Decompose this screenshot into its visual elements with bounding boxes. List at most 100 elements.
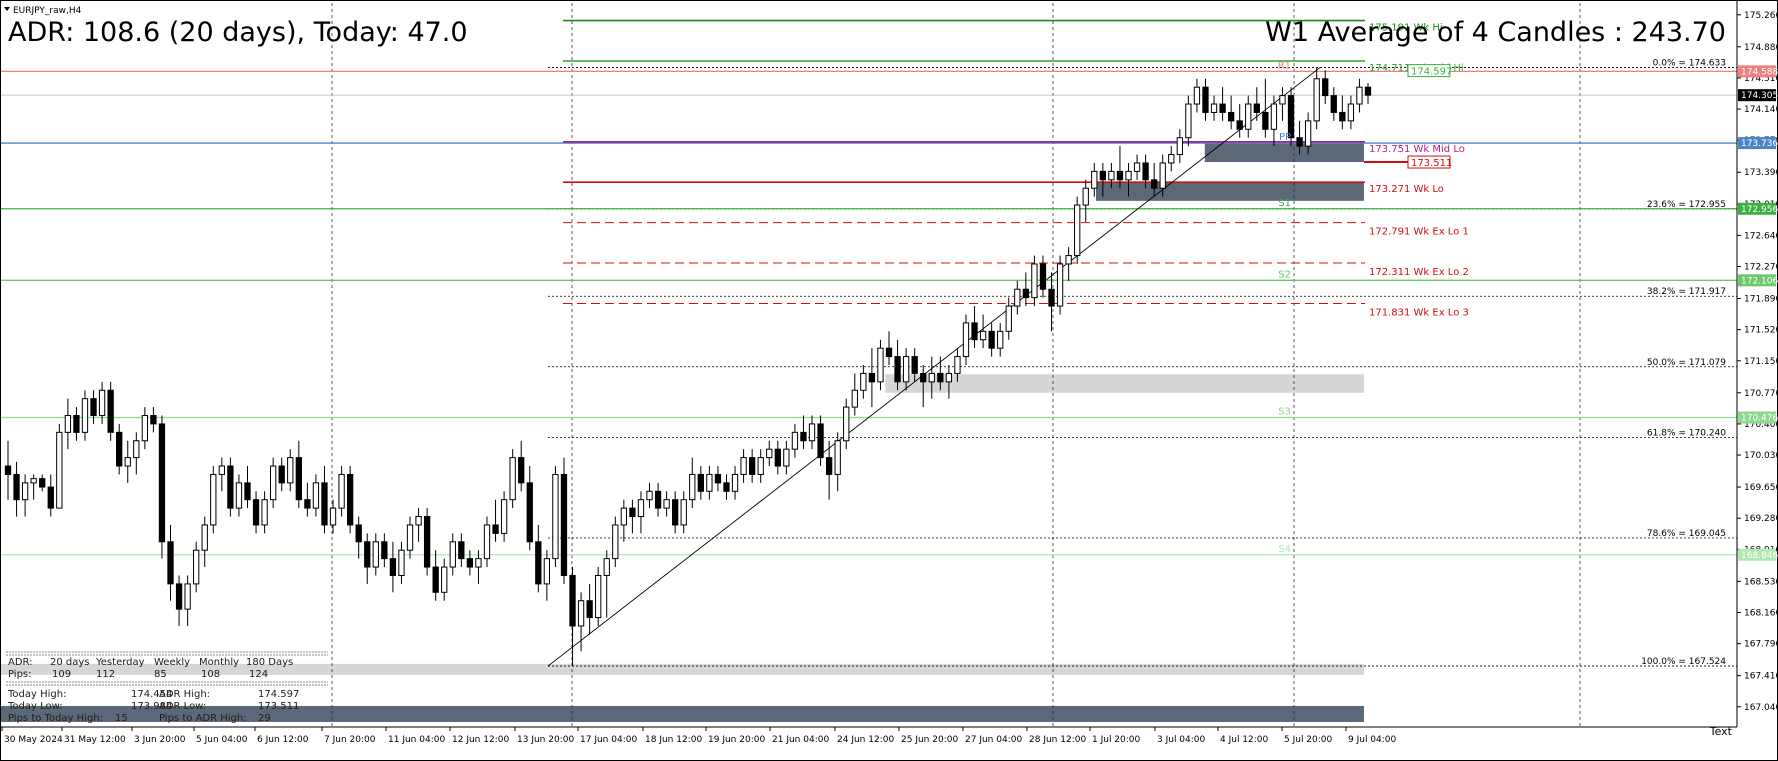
bullish-candle-body bbox=[1356, 86, 1363, 105]
candle bbox=[346, 466, 354, 534]
candle bbox=[518, 440, 525, 492]
candle bbox=[1116, 146, 1124, 189]
axis-price-tag-text: 172.956 bbox=[1741, 205, 1778, 215]
y-tick-label: 175.260 bbox=[1744, 11, 1778, 21]
candle bbox=[1142, 154, 1149, 189]
bullish-candle-body bbox=[218, 465, 225, 475]
bullish-candle-body bbox=[612, 524, 619, 560]
bullish-candle-body bbox=[1082, 187, 1089, 206]
bullish-candle-body bbox=[646, 490, 653, 501]
candle bbox=[825, 440, 833, 500]
bearish-candle-body bbox=[1099, 170, 1106, 181]
bearish-candle-body bbox=[167, 541, 174, 585]
bullish-candle-body bbox=[312, 482, 320, 509]
bullish-candle-body bbox=[945, 372, 953, 383]
bearish-candle-body bbox=[1262, 111, 1269, 130]
x-tick-label: 3 Jul 04:00 bbox=[1157, 735, 1206, 745]
x-tick-label: 31 May 12:00 bbox=[64, 735, 126, 745]
bearish-candle-body bbox=[894, 356, 901, 383]
candle bbox=[167, 524, 174, 601]
bearish-candle-body bbox=[458, 541, 465, 560]
candle bbox=[586, 583, 593, 635]
bullish-candle-body bbox=[902, 356, 910, 383]
candle bbox=[740, 449, 747, 483]
candle bbox=[1168, 146, 1175, 172]
axis-price-tag-text: 174.305 bbox=[1741, 91, 1778, 101]
weekly-level-label: 175.191 Wk Hi bbox=[1369, 23, 1443, 34]
window-title[interactable]: EURJPY_raw,H4 bbox=[4, 6, 82, 16]
stats-header-cell: Weekly bbox=[154, 657, 190, 668]
bullish-candle-body bbox=[124, 457, 131, 467]
bullish-candle-body bbox=[210, 473, 217, 526]
bearish-candle-body bbox=[1202, 86, 1209, 113]
candle bbox=[766, 440, 773, 467]
bullish-candle-body bbox=[1210, 103, 1218, 113]
bearish-candle-body bbox=[988, 330, 995, 349]
candle bbox=[1262, 78, 1269, 138]
weekly-level-label: 173.751 Wk Mid Lo bbox=[1369, 144, 1465, 155]
bearish-candle-body bbox=[175, 583, 183, 610]
adr-level-tag bbox=[1407, 155, 1451, 169]
candle bbox=[133, 432, 140, 475]
bullish-candle-body bbox=[133, 440, 140, 459]
candle bbox=[218, 457, 225, 492]
candle bbox=[697, 466, 704, 500]
bullish-candle-body bbox=[997, 330, 1004, 349]
candle bbox=[39, 474, 46, 492]
bearish-candle-body bbox=[723, 482, 730, 492]
candle bbox=[988, 322, 995, 357]
bullish-candle-body bbox=[1108, 170, 1115, 181]
candle bbox=[885, 331, 893, 365]
candle bbox=[629, 499, 636, 534]
x-tick-label: 3 Jun 20:00 bbox=[134, 735, 186, 745]
price-zone bbox=[1204, 141, 1364, 163]
axis-price-tag bbox=[1738, 274, 1776, 287]
weekly-level-label: 171.831 Wk Ex Lo 3 bbox=[1369, 307, 1469, 318]
bullish-candle-body bbox=[543, 558, 551, 585]
candle bbox=[791, 423, 799, 458]
candle bbox=[107, 381, 114, 441]
candle bbox=[800, 415, 807, 450]
candle bbox=[595, 567, 602, 626]
axis-price-tag bbox=[1738, 137, 1776, 150]
bearish-candle-body bbox=[278, 465, 285, 484]
candle bbox=[295, 440, 302, 509]
candle bbox=[997, 322, 1004, 357]
bullish-candle-body bbox=[1245, 103, 1252, 130]
bearish-candle-body bbox=[423, 516, 431, 568]
bearish-candle-body bbox=[672, 499, 679, 526]
candles-layer bbox=[4, 67, 1372, 667]
bullish-candle-body bbox=[449, 541, 456, 568]
bullish-candle-body bbox=[843, 406, 850, 442]
candle bbox=[1065, 247, 1072, 281]
candle bbox=[423, 508, 431, 576]
candle bbox=[1210, 95, 1218, 121]
pivot-label: S1 bbox=[1278, 198, 1291, 209]
candle bbox=[902, 348, 910, 391]
candle bbox=[731, 466, 739, 500]
svg-text:173.511: 173.511 bbox=[258, 701, 299, 712]
bearish-candle-body bbox=[432, 566, 439, 593]
pivot-label: R1 bbox=[1278, 60, 1291, 71]
bullish-candle-body bbox=[1014, 288, 1021, 307]
bearish-candle-body bbox=[304, 499, 311, 509]
candle bbox=[287, 449, 294, 492]
bullish-candle-body bbox=[329, 507, 337, 526]
bearish-candle-body bbox=[714, 473, 722, 484]
bearish-candle-body bbox=[150, 415, 157, 425]
candle bbox=[543, 550, 551, 601]
bearish-candle-body bbox=[526, 482, 533, 543]
candle bbox=[1091, 162, 1098, 197]
svg-text:ADR High:: ADR High: bbox=[159, 689, 210, 700]
bearish-candle-body bbox=[1253, 103, 1260, 113]
candle bbox=[30, 474, 37, 500]
bullish-candle-body bbox=[1065, 255, 1072, 265]
axis-price-tag-text: 173.736 bbox=[1741, 139, 1778, 149]
bullish-candle-body bbox=[928, 372, 935, 383]
candle bbox=[808, 415, 816, 450]
candle bbox=[1245, 95, 1252, 138]
candle bbox=[398, 541, 405, 584]
bearish-candle-body bbox=[364, 541, 371, 568]
y-tick-label: 168.160 bbox=[1744, 609, 1778, 619]
